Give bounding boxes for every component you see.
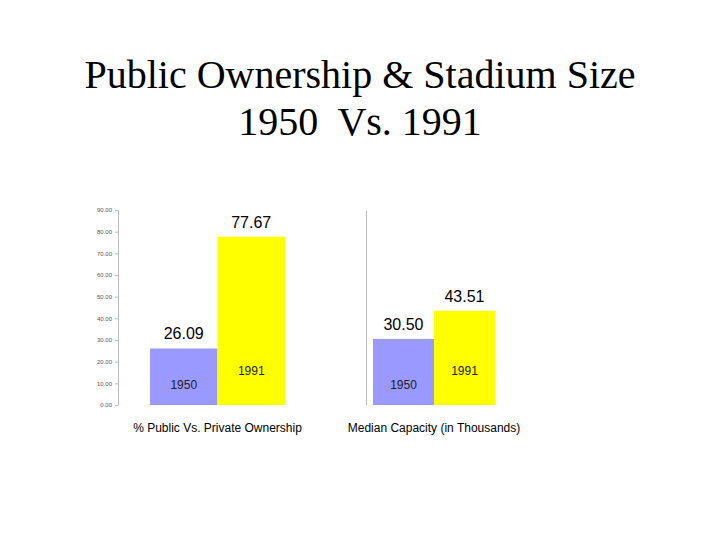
data-label: 43.51 <box>444 288 484 305</box>
tick-mark <box>115 232 118 233</box>
tick-mark <box>115 297 118 298</box>
y-tick: 0.00 <box>100 402 118 408</box>
bar <box>373 339 434 405</box>
y-tick: 10.00 <box>97 381 118 387</box>
data-label: 30.50 <box>383 316 423 333</box>
labels: 1950 1991 26.09 77.67 % Public Vs. Private O… <box>133 214 302 435</box>
bar <box>434 311 495 405</box>
y-tick: 80.00 <box>97 229 118 235</box>
tick-label: 90.00 <box>97 207 113 213</box>
bars <box>373 311 495 405</box>
category-label: 1950 <box>170 378 197 392</box>
tick-label: 70.00 <box>97 251 113 257</box>
tick-label: 0.00 <box>100 402 112 408</box>
y-axis <box>366 211 367 406</box>
y-tick: 50.00 <box>97 294 118 300</box>
tick-label: 50.00 <box>97 294 113 300</box>
chart-canvas: Public Ownership & Stadium Size1950 Vs. … <box>0 0 720 540</box>
title-line: Public Ownership & Stadium Size <box>84 52 635 97</box>
y-axis: 0.00 10.00 20.00 30.00 40.00 50.00 60.00 70.00 8… <box>97 207 119 408</box>
tick-label: 60.00 <box>97 272 113 278</box>
y-tick: 60.00 <box>97 272 118 278</box>
tick-mark <box>115 340 118 341</box>
x-axis-title: Median Capacity (in Thousands) <box>348 421 521 435</box>
tick-mark <box>115 253 118 254</box>
axis-line <box>366 211 367 406</box>
data-label: 77.67 <box>231 214 271 231</box>
category-label: 1950 <box>390 378 417 392</box>
y-tick: 20.00 <box>97 359 118 365</box>
y-tick: 90.00 <box>97 207 118 213</box>
bars <box>150 237 285 405</box>
y-tick: 70.00 <box>97 251 118 257</box>
chart: 1950 1991 30.50 43.51 Median Capacity (in Th… <box>348 211 521 436</box>
y-tick: 40.00 <box>97 316 118 322</box>
tick-label: 20.00 <box>97 359 113 365</box>
bar <box>150 348 218 405</box>
tick-mark <box>115 210 118 211</box>
title: Public Ownership & Stadium Size1950 Vs. … <box>84 52 635 144</box>
y-tick: 30.00 <box>97 337 118 343</box>
category-label: 1991 <box>238 364 265 378</box>
data-label: 26.09 <box>164 325 204 342</box>
axis-line <box>118 211 119 406</box>
tick-mark <box>115 405 118 406</box>
tick-mark <box>115 362 118 363</box>
tick-label: 80.00 <box>97 229 113 235</box>
tick-label: 10.00 <box>97 381 113 387</box>
bar <box>218 237 286 405</box>
x-axis-title: % Public Vs. Private Ownership <box>133 421 302 435</box>
tick-label: 30.00 <box>97 337 113 343</box>
tick-label: 40.00 <box>97 316 113 322</box>
labels: 1950 1991 30.50 43.51 Median Capacity (in Th… <box>348 288 521 435</box>
chart: Public Ownership & Stadium Size1950 Vs. … <box>84 52 635 435</box>
tick-mark <box>115 318 118 319</box>
title-line: 1950 Vs. 1991 <box>238 99 482 144</box>
tick-mark <box>115 383 118 384</box>
tick-mark <box>115 275 118 276</box>
category-label: 1991 <box>451 364 478 378</box>
